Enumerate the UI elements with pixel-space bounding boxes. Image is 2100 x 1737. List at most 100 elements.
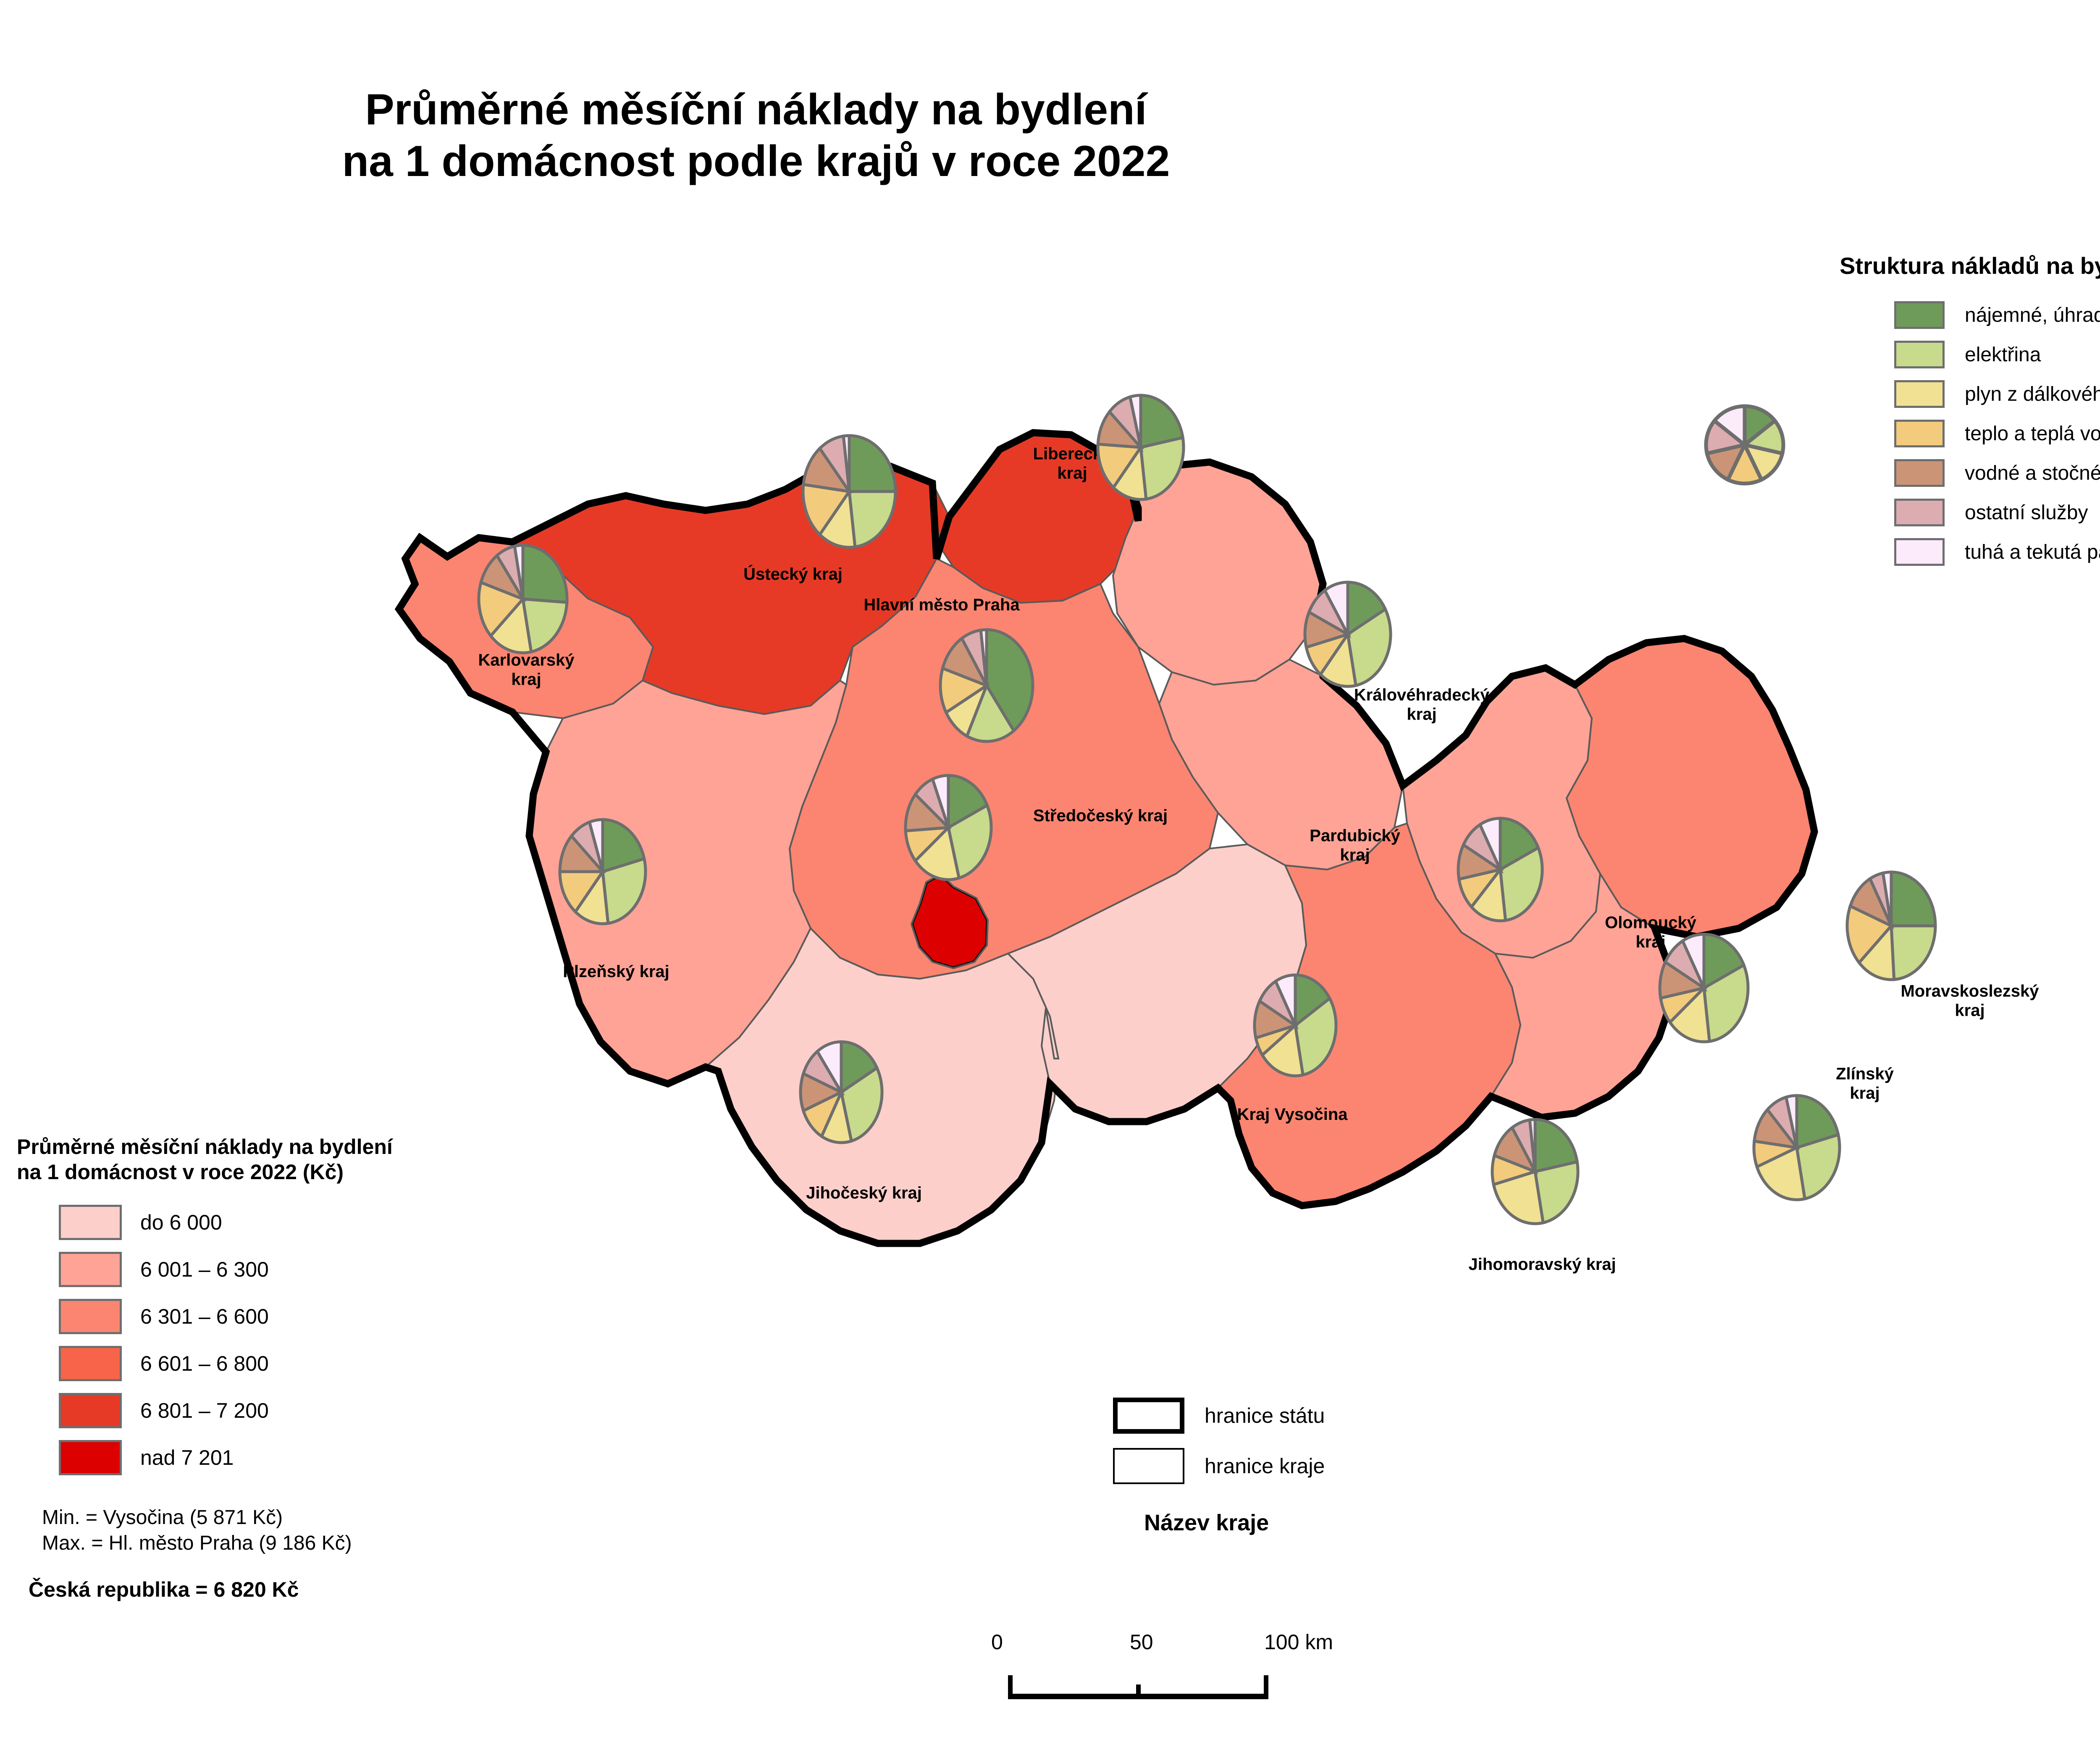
pie-slice: [1881, 870, 1893, 926]
choropleth-legend-swatch: [59, 1299, 122, 1334]
structure-legend-swatch: [1894, 499, 1945, 526]
choropleth-legend-item: 6 001 – 6 300: [17, 1246, 664, 1293]
pie-slice: [801, 483, 852, 537]
scale-tick-label-0: 0: [991, 1630, 1003, 1654]
structure-legend-swatch: [1894, 380, 1945, 408]
pie-chart-st-edo-esk-kraj[interactable]: [903, 773, 994, 883]
pie-slice: [601, 818, 646, 874]
pie-slice: [1890, 870, 1937, 928]
pie-slice: [947, 774, 989, 830]
pie-slice: [521, 597, 569, 654]
legend-row-region-border: hranice kraje: [1113, 1441, 1325, 1491]
choropleth-legend-rows: do 6 000 6 001 – 6 300 6 301 – 6 600 6 601 …: [17, 1199, 664, 1481]
pie-chart-kraj-vyso-ina[interactable]: [1252, 972, 1339, 1079]
pie-slice: [1845, 904, 1894, 965]
title-line-2: na 1 domácnost podle krajů v roce 2022: [342, 137, 1170, 186]
pie-chart-jihomoravsk-kraj[interactable]: [1489, 1117, 1581, 1227]
scale-tick-50: [1136, 1684, 1141, 1699]
choropleth-legend-swatch: [59, 1205, 122, 1240]
pie-slice: [1294, 973, 1332, 1029]
pie-slice: [985, 628, 1034, 733]
choropleth-legend-item: do 6 000: [17, 1199, 664, 1246]
choropleth-legend-label: 6 601 – 6 800: [140, 1352, 269, 1375]
pie-slice: [802, 446, 853, 494]
pie-slice: [1346, 581, 1387, 637]
choropleth-header-line-2: na 1 domácnost v roce 2022 (Kč): [17, 1160, 344, 1184]
scale-tick-label-50: 50: [1130, 1630, 1153, 1654]
pie-slice: [1702, 963, 1750, 1043]
pie-slice: [588, 818, 604, 872]
pie-slice: [818, 487, 857, 549]
pie-slice: [1470, 865, 1507, 922]
pie-chart-moravskoslezsk-kraj[interactable]: [1844, 869, 1938, 983]
choropleth-legend-label: 6 301 – 6 600: [140, 1305, 269, 1328]
structure-legend: Struktura nákladů na bydlení (%) nájemné…: [1840, 252, 2100, 573]
pie-slice: [1784, 1094, 1798, 1148]
pie-slice: [558, 833, 606, 873]
pie-slice: [1128, 394, 1142, 448]
pie-slice: [1681, 933, 1706, 989]
scale-tick-100: [1264, 1675, 1268, 1699]
pie-chart-libereck-kraj[interactable]: [1095, 392, 1186, 502]
title-line-1: Průměrné měsíční náklady na bydlení: [365, 85, 1147, 134]
region-name-legend-label: Název kraje: [1144, 1510, 1269, 1535]
structure-legend-swatch: [1894, 420, 1945, 447]
choropleth-legend-swatch: [59, 1346, 122, 1381]
pie-chart-jiho-esk-kraj[interactable]: [798, 1039, 885, 1146]
pie-slice: [601, 857, 647, 925]
pie-slice: [848, 434, 897, 493]
choropleth-legend-header: Průměrné měsíční náklady na bydlení na 1…: [17, 1134, 664, 1185]
pie-slice: [1702, 933, 1746, 991]
scale-bar-labels: 0 50 100 km: [991, 1630, 1394, 1662]
pie-slice: [904, 792, 952, 833]
choropleth-legend-item: 6 301 – 6 600: [17, 1293, 664, 1340]
pie-slice: [939, 666, 990, 715]
pie-chart-zl-nsk-kraj[interactable]: [1751, 1093, 1843, 1203]
choropleth-legend-swatch: [59, 1252, 122, 1287]
pie-chart-olomouck-kraj[interactable]: [1657, 931, 1751, 1045]
region-label-moravskoslezsk-kraj: Moravskoslezský kraj: [1900, 982, 2039, 1020]
structure-legend-label: elektřina: [1965, 343, 2041, 366]
pie-chart--steck-kraj[interactable]: [800, 433, 898, 550]
map-canvas[interactable]: Hlavní město Praha Středočeský kraj Jihoče…: [294, 248, 2039, 1491]
min-note: Min. = Vysočina (5 871 Kč): [42, 1506, 283, 1529]
pie-slice: [1346, 607, 1392, 688]
pie-chart-pardubick-kraj[interactable]: [1455, 815, 1545, 924]
pie-chart-karlovarsk-kraj[interactable]: [476, 542, 570, 656]
structure-legend-swatch: [1894, 459, 1945, 487]
choropleth-extremes: Min. = Vysočina (5 871 Kč) Max. = Hl. mě…: [42, 1505, 664, 1556]
choropleth-legend-item: nad 7 201: [17, 1434, 664, 1481]
choropleth-legend-swatch: [59, 1393, 122, 1428]
country-total: Česká republika = 6 820 Kč: [29, 1577, 299, 1601]
pie-chart-hlavn-m-sto-praha[interactable]: [937, 627, 1036, 744]
pie-slice: [1712, 404, 1747, 449]
pie-slice: [1318, 630, 1358, 688]
legend-row-state-border: hranice státu: [1113, 1390, 1325, 1441]
max-note: Max. = Hl. město Praha (9 186 Kč): [42, 1532, 352, 1555]
pie-slice: [842, 434, 851, 492]
pie-slice: [1139, 394, 1185, 449]
czechia-region-map[interactable]: [294, 248, 1856, 1491]
region-shape-stredocesky[interactable]: [788, 557, 1219, 980]
pie-slice: [1795, 1133, 1841, 1201]
pie-chart-plze-sk-kraj[interactable]: [557, 817, 648, 927]
pie-slice: [1139, 436, 1185, 501]
pie-slice: [1260, 1022, 1305, 1077]
choropleth-legend: Průměrné měsíční náklady na bydlení na 1…: [17, 1134, 664, 1602]
pie-slice: [947, 803, 993, 880]
pie-slice: [1294, 996, 1338, 1077]
region-polygons[interactable]: [398, 431, 1816, 1244]
pie-slice: [1533, 1118, 1579, 1174]
pie-slice: [1755, 1145, 1807, 1201]
pie-chart-kr-lov-hradeck-kraj[interactable]: [1302, 579, 1394, 689]
structure-legend-label: ostatní služby: [1965, 501, 2088, 524]
pie-slice: [965, 682, 1016, 743]
scale-tick-label-100: 100 km: [1264, 1630, 1333, 1654]
choropleth-legend-item: 6 601 – 6 800: [17, 1340, 664, 1387]
sample-pie-icon: [1703, 403, 1786, 489]
pie-slice: [1668, 985, 1711, 1043]
page-title: Průměrné měsíční náklady na bydlení na 1…: [0, 84, 1512, 187]
pie-slice: [815, 1040, 843, 1098]
choropleth-legend-label: nad 7 201: [140, 1446, 234, 1469]
